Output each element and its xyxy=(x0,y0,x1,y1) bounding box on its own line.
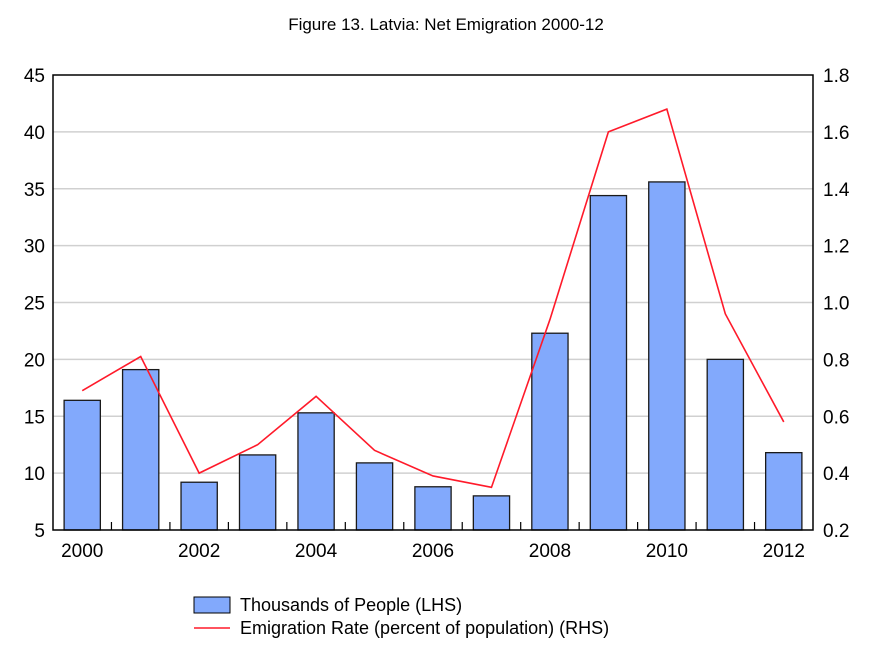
line-series xyxy=(81,108,785,489)
y-axis-right: 0.2 0.4 0.6 0.8 1.0 1.2 1.4 1.6 1.8 xyxy=(823,66,850,542)
chart-title: Figure 13. Latvia: Net Emigration 2000-1… xyxy=(288,15,604,34)
y-right-tick-label: 0.2 xyxy=(823,521,849,542)
legend-label-bar: Thousands of People (LHS) xyxy=(240,595,462,615)
bar-2000 xyxy=(63,399,102,531)
y-right-tick-label: 1.8 xyxy=(823,66,849,87)
y-left-tick-label: 10 xyxy=(24,464,45,485)
bar-2008 xyxy=(531,332,569,531)
y-left-tick-label: 30 xyxy=(24,237,45,258)
x-tick-label: 2008 xyxy=(529,541,571,562)
y-right-tick-label: 1.2 xyxy=(823,237,849,258)
y-left-tick-label: 5 xyxy=(34,521,45,542)
y-right-tick-label: 1.6 xyxy=(823,123,849,144)
bar-2006 xyxy=(414,486,452,531)
bar-2012 xyxy=(764,451,803,531)
gridlines xyxy=(53,131,813,474)
x-tick-label: 2006 xyxy=(412,541,454,562)
y-left-tick-label: 25 xyxy=(24,294,45,315)
bar-2001 xyxy=(121,368,160,531)
y-right-tick-label: 1.4 xyxy=(823,180,850,201)
bar-2007 xyxy=(472,495,511,531)
plot-frame xyxy=(52,74,814,531)
y-axis-left: 5 10 15 20 25 30 35 40 45 xyxy=(24,66,45,542)
y-left-tick-label: 15 xyxy=(24,407,45,428)
x-axis: 2000 2002 2004 2006 2008 2010 2012 xyxy=(61,522,805,562)
bar-series xyxy=(63,181,803,531)
x-tick-label: 2002 xyxy=(178,541,220,562)
y-left-tick-label: 45 xyxy=(24,66,45,87)
bar-2010 xyxy=(648,181,686,531)
x-tick-label: 2012 xyxy=(763,541,805,562)
bar-2004 xyxy=(297,412,335,531)
x-tick-label: 2004 xyxy=(295,541,338,562)
legend: Thousands of People (LHS) Emigration Rat… xyxy=(193,595,609,638)
legend-label-line: Emigration Rate (percent of population) … xyxy=(240,618,609,638)
y-right-tick-label: 1.0 xyxy=(823,294,849,315)
y-right-tick-label: 0.8 xyxy=(823,350,849,371)
y-left-tick-label: 40 xyxy=(24,123,45,144)
bar-2005 xyxy=(355,462,394,531)
bar-2011 xyxy=(706,358,745,531)
bar-2009 xyxy=(589,194,628,531)
y-right-tick-label: 0.6 xyxy=(823,407,849,428)
y-left-tick-label: 20 xyxy=(24,350,45,371)
y-right-tick-label: 0.4 xyxy=(823,464,850,485)
x-tick-label: 2000 xyxy=(61,541,103,562)
bar-2002 xyxy=(180,481,218,531)
x-tick-label: 2010 xyxy=(646,541,688,562)
bar-2003 xyxy=(238,454,277,531)
y-left-tick-label: 35 xyxy=(24,180,45,201)
legend-swatch-bar xyxy=(193,596,231,614)
